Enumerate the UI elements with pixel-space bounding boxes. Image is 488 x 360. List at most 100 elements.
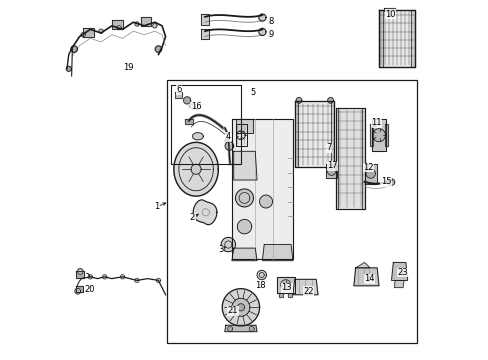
Polygon shape [231,119,292,259]
Polygon shape [66,66,71,71]
Text: 5: 5 [250,87,256,96]
Polygon shape [76,286,83,292]
Polygon shape [258,14,265,21]
Polygon shape [296,98,301,103]
Text: 1: 1 [154,202,159,211]
Polygon shape [235,125,247,146]
Polygon shape [325,164,336,178]
Polygon shape [280,280,290,290]
Text: 10: 10 [385,10,395,19]
Polygon shape [394,280,403,288]
Polygon shape [233,151,257,180]
Polygon shape [193,200,217,225]
Polygon shape [191,164,201,174]
Polygon shape [353,268,378,286]
Polygon shape [236,131,244,139]
Polygon shape [135,278,139,283]
Polygon shape [355,262,369,268]
Polygon shape [201,29,208,40]
Polygon shape [222,289,259,326]
Text: 12: 12 [362,163,373,172]
Polygon shape [294,101,298,167]
Text: 4: 4 [225,132,230,141]
Polygon shape [327,98,333,103]
Polygon shape [371,119,386,151]
Polygon shape [279,293,283,297]
Polygon shape [224,141,233,150]
Polygon shape [249,326,254,331]
Text: 20: 20 [84,285,95,294]
Bar [171,85,241,164]
Text: 3: 3 [218,246,224,255]
Text: 15: 15 [380,177,390,186]
Polygon shape [227,326,232,331]
Polygon shape [276,277,294,293]
Polygon shape [135,22,139,26]
Polygon shape [362,108,364,209]
Polygon shape [77,269,83,274]
Polygon shape [99,29,103,33]
Polygon shape [192,133,203,140]
Bar [167,80,416,343]
Polygon shape [257,270,266,280]
Polygon shape [294,101,333,167]
Text: 18: 18 [255,281,265,290]
Polygon shape [235,189,253,207]
Polygon shape [387,179,394,185]
Polygon shape [183,97,190,104]
Text: 23: 23 [397,268,407,277]
Polygon shape [174,142,218,196]
Polygon shape [378,10,414,67]
Polygon shape [231,298,249,316]
Polygon shape [410,10,414,67]
Polygon shape [221,237,235,252]
Text: 17: 17 [326,161,337,170]
Text: 16: 16 [190,102,201,111]
Polygon shape [335,108,338,209]
Text: 21: 21 [227,306,238,315]
Polygon shape [391,262,407,280]
Polygon shape [152,24,157,28]
Polygon shape [155,46,162,52]
Polygon shape [262,244,292,261]
Polygon shape [231,248,257,261]
Polygon shape [235,119,253,134]
Polygon shape [71,46,77,52]
Polygon shape [369,125,372,146]
Polygon shape [185,119,192,125]
Text: 8: 8 [268,17,273,26]
Polygon shape [120,275,124,279]
Polygon shape [156,278,160,283]
Polygon shape [259,195,272,208]
Text: 9: 9 [268,30,273,39]
Text: 6: 6 [176,85,182,94]
Polygon shape [190,104,195,109]
Text: 13: 13 [281,283,291,292]
Text: 14: 14 [363,274,374,283]
Polygon shape [81,33,85,37]
Polygon shape [102,275,106,279]
Polygon shape [364,164,376,184]
Text: 2: 2 [189,213,195,222]
Polygon shape [384,125,387,146]
Polygon shape [174,92,182,98]
Polygon shape [366,169,375,178]
Polygon shape [372,129,385,141]
Polygon shape [237,220,251,234]
Polygon shape [378,10,382,67]
Polygon shape [140,17,151,26]
Polygon shape [258,28,265,36]
Polygon shape [330,101,333,167]
Polygon shape [201,14,208,25]
Text: 11: 11 [370,118,381,127]
Polygon shape [76,271,83,278]
Polygon shape [75,288,81,294]
Polygon shape [384,8,394,12]
Polygon shape [292,279,317,295]
Text: 19: 19 [122,63,133,72]
Polygon shape [237,304,244,311]
Polygon shape [224,325,257,332]
Text: 7: 7 [325,143,331,152]
Polygon shape [326,167,335,175]
Text: 22: 22 [303,287,313,296]
